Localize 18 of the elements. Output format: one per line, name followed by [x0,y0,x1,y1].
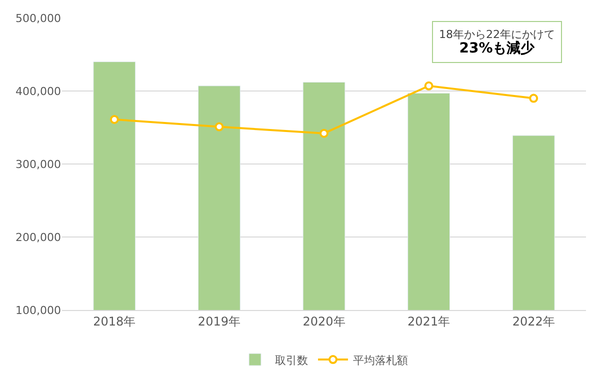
x-tick-label: 2021年 [408,314,450,328]
y-tick-label: 100,000 [16,304,61,317]
y-tick-label: 400,000 [16,84,61,98]
legend-label: 取引数 [275,354,308,367]
point [214,122,224,132]
x-tick-label: 2019年 [198,314,240,328]
annotation: 18年から22年にかけて 23%も減少 [439,28,555,56]
point [110,114,119,124]
point [320,128,328,138]
legend-label: 平均落札額 [353,354,408,367]
y-tick-label: 300,000 [16,158,61,171]
x-tick-label: 2020年 [302,314,346,328]
y-tick-label: 200,000 [16,230,61,244]
x-tick-label: 2022年 [512,314,555,328]
point [424,81,434,90]
point [529,94,538,103]
y-tick-label: 500,000 [16,12,61,25]
x-tick-label: 2018年 [93,314,136,328]
